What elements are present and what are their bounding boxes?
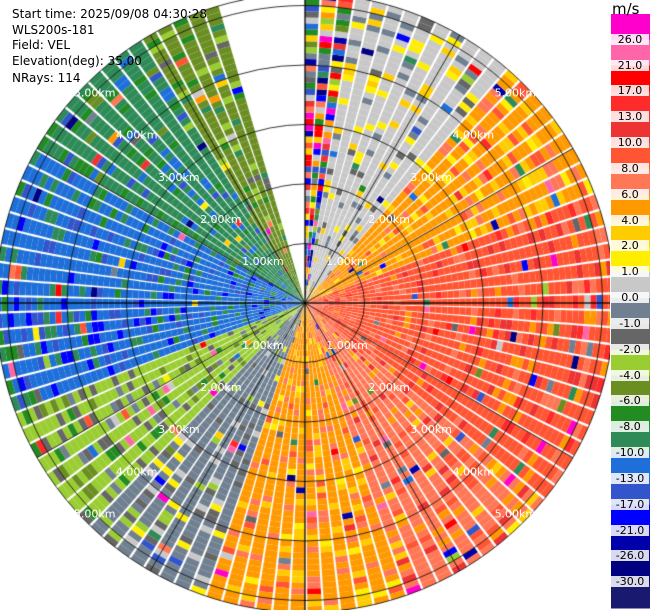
colorbar-tick-label: -6.0 bbox=[611, 395, 649, 407]
colorbar-tick-label: 26.0 bbox=[611, 33, 649, 45]
range-ring-label: 5.00km bbox=[74, 87, 116, 100]
colorbar-tick-label: 2.0 bbox=[611, 240, 649, 252]
colorbar-tick-label: 17.0 bbox=[611, 85, 649, 97]
range-ring-label: 2.00km bbox=[368, 213, 410, 226]
colorbar-tick-label: -8.0 bbox=[611, 421, 649, 433]
colorbar-tick-label: -10.0 bbox=[611, 447, 649, 459]
range-ring-label: 1.00km bbox=[326, 255, 368, 268]
ppi-velocity-plot bbox=[0, 0, 610, 610]
range-ring-label: 3.00km bbox=[158, 171, 200, 184]
colorbar-tick-label: -13.0 bbox=[611, 472, 649, 484]
colorbar-tick-label: -4.0 bbox=[611, 369, 649, 381]
range-ring-label: 1.00km bbox=[326, 339, 368, 352]
range-ring-label: 2.00km bbox=[368, 381, 410, 394]
site-label: WLS200s-181 bbox=[12, 23, 95, 37]
range-ring-label: 5.00km bbox=[495, 87, 537, 100]
elevation-label: Elevation(deg): 35.00 bbox=[12, 54, 142, 68]
colorbar-tick-label: 10.0 bbox=[611, 137, 649, 149]
colorbar-tick-label: -17.0 bbox=[611, 498, 649, 510]
colorbar-tick-label: 13.0 bbox=[611, 111, 649, 123]
colorbar-tick-label: 0.0 bbox=[611, 292, 649, 304]
range-ring-label: 2.00km bbox=[200, 213, 242, 226]
nrays-label: NRays: 114 bbox=[12, 71, 81, 85]
colorbar-unit: m/s bbox=[612, 0, 640, 18]
range-ring-label: 4.00km bbox=[116, 129, 158, 142]
range-ring-label: 4.00km bbox=[453, 129, 495, 142]
colorbar-tick-label: 4.0 bbox=[611, 214, 649, 226]
range-ring-label: 3.00km bbox=[158, 423, 200, 436]
range-ring-label: 1.00km bbox=[242, 339, 284, 352]
colorbar-tick-label: 21.0 bbox=[611, 59, 649, 71]
colorbar-tick-label: -26.0 bbox=[611, 550, 649, 562]
range-ring-label: 5.00km bbox=[74, 507, 116, 520]
range-ring-label: 4.00km bbox=[116, 465, 158, 478]
range-ring-label: 4.00km bbox=[453, 465, 495, 478]
colorbar-tick-label: -21.0 bbox=[611, 524, 649, 536]
start-time-label: Start time: 2025/09/08 04:30:28 bbox=[12, 7, 207, 21]
colorbar-tick-label: -1.0 bbox=[611, 317, 649, 329]
colorbar-tick-label: 1.0 bbox=[611, 266, 649, 278]
range-ring-label: 2.00km bbox=[200, 381, 242, 394]
range-ring-label: 5.00km bbox=[495, 507, 537, 520]
range-ring-label: 3.00km bbox=[410, 423, 452, 436]
range-ring-label: 3.00km bbox=[410, 171, 452, 184]
range-ring-labels: 1.00km 1.00km 1.00km 1.00km 2.00km 2.00km 2.00… bbox=[0, 0, 610, 610]
range-ring-label: 1.00km bbox=[242, 255, 284, 268]
colorbar-tick-label: -30.0 bbox=[611, 576, 649, 588]
colorbar-tick-label: -2.0 bbox=[611, 343, 649, 355]
field-label: Field: VEL bbox=[12, 38, 71, 52]
colorbar-tick-label: 6.0 bbox=[611, 188, 649, 200]
colorbar-tick-label: 8.0 bbox=[611, 162, 649, 174]
